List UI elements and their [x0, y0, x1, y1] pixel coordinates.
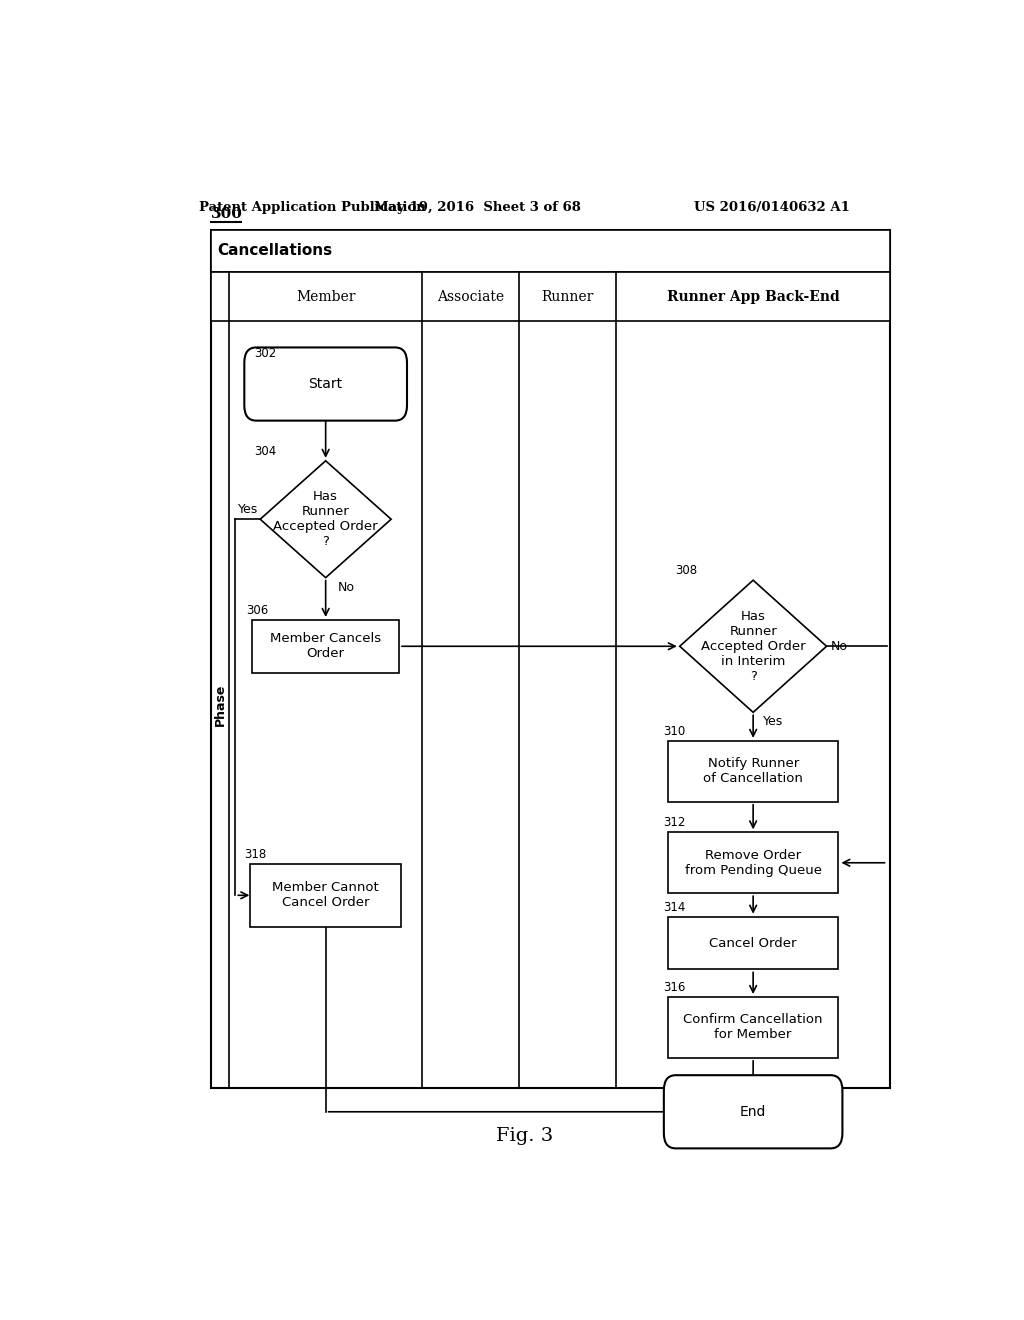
Text: Member Cancels
Order: Member Cancels Order	[270, 632, 381, 660]
Text: 304: 304	[254, 445, 276, 458]
Text: No: No	[830, 640, 848, 653]
Text: Start: Start	[308, 378, 343, 391]
Text: Patent Application Publication: Patent Application Publication	[200, 201, 426, 214]
Bar	[211, 230, 890, 272]
Bar	[668, 833, 839, 894]
Text: May 19, 2016  Sheet 3 of 68: May 19, 2016 Sheet 3 of 68	[374, 201, 581, 214]
Text: Has
Runner
Accepted Order
in Interim
?: Has Runner Accepted Order in Interim ?	[700, 610, 806, 682]
Text: Yes: Yes	[763, 715, 783, 729]
Text: Has
Runner
Accepted Order
?: Has Runner Accepted Order ?	[273, 490, 378, 548]
Text: 302: 302	[254, 347, 276, 359]
FancyBboxPatch shape	[245, 347, 407, 421]
Bar	[668, 997, 839, 1057]
Text: Cancel Order: Cancel Order	[710, 937, 797, 949]
Text: 314: 314	[663, 900, 685, 913]
FancyBboxPatch shape	[664, 1076, 843, 1148]
Text: Cancellations: Cancellations	[218, 243, 333, 259]
Text: Fig. 3: Fig. 3	[497, 1127, 553, 1146]
Text: 310: 310	[663, 725, 685, 738]
Bar	[252, 620, 399, 673]
Text: 300: 300	[211, 207, 244, 222]
Text: Member Cannot
Cancel Order: Member Cannot Cancel Order	[272, 882, 379, 909]
Bar	[250, 863, 401, 927]
Text: Runner: Runner	[542, 289, 594, 304]
Bar	[211, 230, 890, 1089]
Text: Remove Order
from Pending Queue: Remove Order from Pending Queue	[685, 849, 821, 876]
Text: US 2016/0140632 A1: US 2016/0140632 A1	[694, 201, 850, 214]
Bar	[668, 741, 839, 801]
Text: Runner App Back-End: Runner App Back-End	[667, 289, 840, 304]
Text: Associate: Associate	[437, 289, 505, 304]
Text: End: End	[740, 1105, 766, 1119]
Text: 312: 312	[663, 816, 685, 829]
Bar	[211, 272, 890, 321]
Text: Notify Runner
of Cancellation: Notify Runner of Cancellation	[703, 758, 803, 785]
Text: Phase: Phase	[214, 684, 226, 726]
Text: 316: 316	[663, 981, 685, 994]
Text: Confirm Cancellation
for Member: Confirm Cancellation for Member	[683, 1014, 823, 1041]
Text: 306: 306	[246, 603, 268, 616]
Text: Yes: Yes	[238, 503, 258, 516]
Polygon shape	[680, 581, 826, 713]
Text: 308: 308	[675, 564, 697, 577]
Bar	[668, 916, 839, 969]
Text: 318: 318	[244, 847, 266, 861]
Text: No: No	[338, 581, 354, 594]
Text: Member: Member	[296, 289, 355, 304]
Polygon shape	[260, 461, 391, 578]
